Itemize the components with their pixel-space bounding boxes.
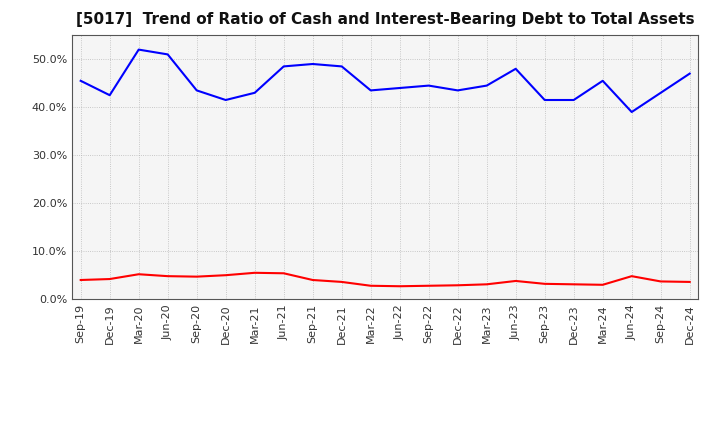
Interest-Bearing Debt <box>163 52 172 57</box>
Cash <box>482 282 491 287</box>
Interest-Bearing Debt <box>598 78 607 84</box>
Interest-Bearing Debt <box>221 97 230 103</box>
Cash <box>454 282 462 288</box>
Cash <box>366 283 375 288</box>
Line: Interest-Bearing Debt: Interest-Bearing Debt <box>81 50 690 112</box>
Cash <box>163 274 172 279</box>
Cash <box>105 276 114 282</box>
Interest-Bearing Debt <box>279 64 288 69</box>
Cash <box>395 284 404 289</box>
Interest-Bearing Debt <box>192 88 201 93</box>
Interest-Bearing Debt <box>685 71 694 76</box>
Title: [5017]  Trend of Ratio of Cash and Interest-Bearing Debt to Total Assets: [5017] Trend of Ratio of Cash and Intere… <box>76 12 695 27</box>
Cash <box>192 274 201 279</box>
Cash <box>685 279 694 285</box>
Cash <box>279 271 288 276</box>
Cash <box>598 282 607 287</box>
Interest-Bearing Debt <box>482 83 491 88</box>
Cash <box>338 279 346 285</box>
Interest-Bearing Debt <box>251 90 259 95</box>
Cash <box>251 270 259 275</box>
Interest-Bearing Debt <box>105 92 114 98</box>
Cash <box>308 277 317 282</box>
Interest-Bearing Debt <box>366 88 375 93</box>
Cash <box>570 282 578 287</box>
Cash <box>76 277 85 282</box>
Interest-Bearing Debt <box>541 97 549 103</box>
Cash <box>424 283 433 288</box>
Interest-Bearing Debt <box>511 66 520 71</box>
Interest-Bearing Debt <box>76 78 85 84</box>
Cash <box>541 281 549 286</box>
Line: Cash: Cash <box>81 273 690 286</box>
Interest-Bearing Debt <box>424 83 433 88</box>
Interest-Bearing Debt <box>395 85 404 91</box>
Cash <box>657 279 665 284</box>
Cash <box>511 279 520 284</box>
Cash <box>627 274 636 279</box>
Interest-Bearing Debt <box>657 90 665 95</box>
Interest-Bearing Debt <box>570 97 578 103</box>
Interest-Bearing Debt <box>135 47 143 52</box>
Cash <box>221 272 230 278</box>
Interest-Bearing Debt <box>454 88 462 93</box>
Cash <box>135 271 143 277</box>
Interest-Bearing Debt <box>627 110 636 115</box>
Interest-Bearing Debt <box>308 61 317 66</box>
Interest-Bearing Debt <box>338 64 346 69</box>
